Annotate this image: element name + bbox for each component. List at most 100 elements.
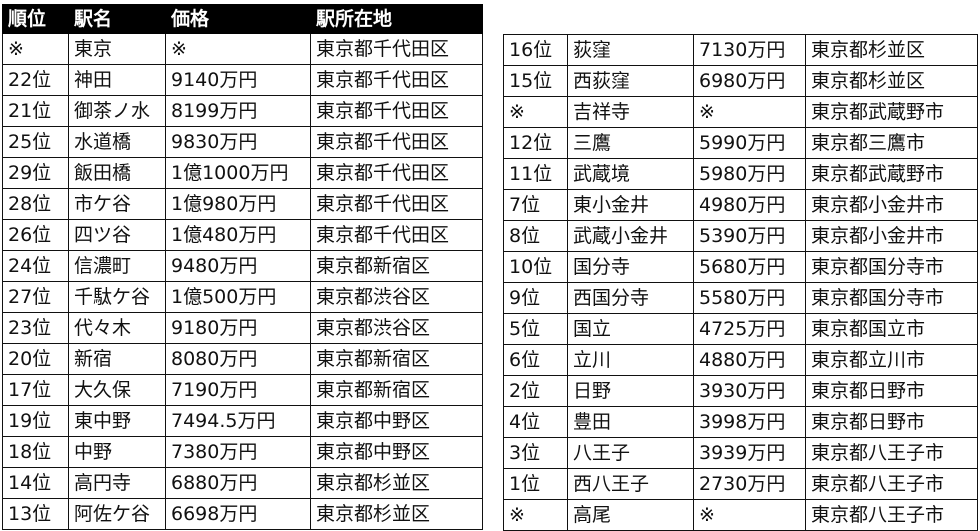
station-cell: 西荻窪 [567, 65, 694, 97]
price-cell: 5680万円 [693, 251, 806, 283]
header-price: 価格 [165, 4, 311, 34]
station-cell: 市ケ谷 [68, 188, 166, 220]
location-cell: 東京都千代田区 [310, 33, 483, 65]
station-cell: 東小金井 [567, 189, 694, 221]
location-cell: 東京都八王子市 [805, 437, 978, 469]
location-cell: 東京都千代田区 [310, 188, 483, 220]
table-row: 21位 御茶ノ水 8199万円 東京都千代田区 [2, 95, 483, 127]
rank-cell: 22位 [2, 64, 69, 96]
location-cell: 東京都杉並区 [805, 65, 978, 97]
location-cell: 東京都杉並区 [310, 467, 483, 499]
table-row: 22位 神田 9140万円 東京都千代田区 [2, 64, 483, 96]
price-cell: 3998万円 [693, 406, 806, 438]
price-cell: 7380万円 [165, 436, 311, 468]
table-row: 5位 国立 4725万円 東京都国立市 [503, 313, 978, 345]
table-row: 14位 高円寺 6880万円 東京都杉並区 [2, 467, 483, 499]
station-cell: 西八王子 [567, 468, 694, 500]
price-cell: ※ [693, 499, 806, 531]
location-cell: 東京都新宿区 [310, 250, 483, 282]
price-cell: 9830万円 [165, 126, 311, 158]
rank-cell: 8位 [503, 220, 568, 252]
header-row: 順位 駅名 価格 駅所在地 [2, 4, 483, 34]
price-cell: 4725万円 [693, 313, 806, 345]
rank-cell: 16位 [503, 34, 568, 66]
price-cell: 6698万円 [165, 498, 311, 530]
rank-cell: 28位 [2, 188, 69, 220]
table-row: 16位 荻窪 7130万円 東京都杉並区 [503, 34, 978, 66]
table-row: 28位 市ケ谷 1億980万円 東京都千代田区 [2, 188, 483, 220]
location-cell: 東京都小金井市 [805, 189, 978, 221]
location-cell: 東京都小金井市 [805, 220, 978, 252]
header-location: 駅所在地 [310, 4, 483, 34]
price-cell: 9480万円 [165, 250, 311, 282]
rank-cell: 19位 [2, 405, 69, 437]
rank-cell: 11位 [503, 158, 568, 190]
station-cell: 飯田橋 [68, 157, 166, 189]
station-cell: 水道橋 [68, 126, 166, 158]
rank-cell: ※ [503, 499, 568, 531]
station-cell: 信濃町 [68, 250, 166, 282]
rank-cell: 7位 [503, 189, 568, 221]
table-row: 25位 水道橋 9830万円 東京都千代田区 [2, 126, 483, 158]
rank-cell: 27位 [2, 281, 69, 313]
rank-cell: 17位 [2, 374, 69, 406]
table-row: 1位 西八王子 2730万円 東京都八王子市 [503, 468, 978, 500]
price-cell: 3939万円 [693, 437, 806, 469]
station-cell: 阿佐ケ谷 [68, 498, 166, 530]
station-cell: 高尾 [567, 499, 694, 531]
station-price-table-right: 16位 荻窪 7130万円 東京都杉並区 15位 西荻窪 6980万円 東京都杉並区 ※ 吉祥寺 ※… [503, 34, 978, 531]
station-cell: 吉祥寺 [567, 96, 694, 128]
price-cell: 5580万円 [693, 282, 806, 314]
rank-cell: 15位 [503, 65, 568, 97]
station-cell: 御茶ノ水 [68, 95, 166, 127]
station-cell: 八王子 [567, 437, 694, 469]
station-cell: 西国分寺 [567, 282, 694, 314]
station-cell: 武蔵小金井 [567, 220, 694, 252]
table-row: 8位 武蔵小金井 5390万円 東京都小金井市 [503, 220, 978, 252]
location-cell: 東京都立川市 [805, 344, 978, 376]
table-row: 24位 信濃町 9480万円 東京都新宿区 [2, 250, 483, 282]
rank-cell: 24位 [2, 250, 69, 282]
location-cell: 東京都千代田区 [310, 95, 483, 127]
station-cell: 豊田 [567, 406, 694, 438]
rank-cell: 21位 [2, 95, 69, 127]
location-cell: 東京都日野市 [805, 406, 978, 438]
location-cell: 東京都八王子市 [805, 499, 978, 531]
rank-cell: 2位 [503, 375, 568, 407]
table-row: 11位 武蔵境 5980万円 東京都武蔵野市 [503, 158, 978, 190]
rank-cell: 13位 [2, 498, 69, 530]
rank-cell: 4位 [503, 406, 568, 438]
location-cell: 東京都新宿区 [310, 343, 483, 375]
rank-cell: 20位 [2, 343, 69, 375]
table-row: 10位 国分寺 5680万円 東京都国分寺市 [503, 251, 978, 283]
table-row: ※ 吉祥寺 ※ 東京都武蔵野市 [503, 96, 978, 128]
table-row: 26位 四ツ谷 1億480万円 東京都千代田区 [2, 219, 483, 251]
station-price-table-left: 順位 駅名 価格 駅所在地 ※ 東京 ※ 東京都千代田区 22位 神田 9140万円 東京都千… [2, 4, 483, 530]
table-row: 27位 千駄ケ谷 1億500万円 東京都渋谷区 [2, 281, 483, 313]
station-cell: 三鷹 [567, 127, 694, 159]
rank-cell: 9位 [503, 282, 568, 314]
table-row: 3位 八王子 3939万円 東京都八王子市 [503, 437, 978, 469]
location-cell: 東京都千代田区 [310, 126, 483, 158]
table-row: 4位 豊田 3998万円 東京都日野市 [503, 406, 978, 438]
price-cell: 8199万円 [165, 95, 311, 127]
station-cell: 国立 [567, 313, 694, 345]
rank-cell: 3位 [503, 437, 568, 469]
rank-cell: 25位 [2, 126, 69, 158]
rank-cell: 5位 [503, 313, 568, 345]
station-cell: 武蔵境 [567, 158, 694, 190]
table-row: 15位 西荻窪 6980万円 東京都杉並区 [503, 65, 978, 97]
location-cell: 東京都中野区 [310, 405, 483, 437]
location-cell: 東京都千代田区 [310, 219, 483, 251]
price-cell: 7190万円 [165, 374, 311, 406]
rank-cell: 29位 [2, 157, 69, 189]
location-cell: 東京都杉並区 [310, 498, 483, 530]
price-cell: 2730万円 [693, 468, 806, 500]
station-cell: 千駄ケ谷 [68, 281, 166, 313]
price-cell: 6980万円 [693, 65, 806, 97]
station-cell: 国分寺 [567, 251, 694, 283]
rank-cell: 12位 [503, 127, 568, 159]
rank-cell: 6位 [503, 344, 568, 376]
location-cell: 東京都国立市 [805, 313, 978, 345]
location-cell: 東京都千代田区 [310, 64, 483, 96]
